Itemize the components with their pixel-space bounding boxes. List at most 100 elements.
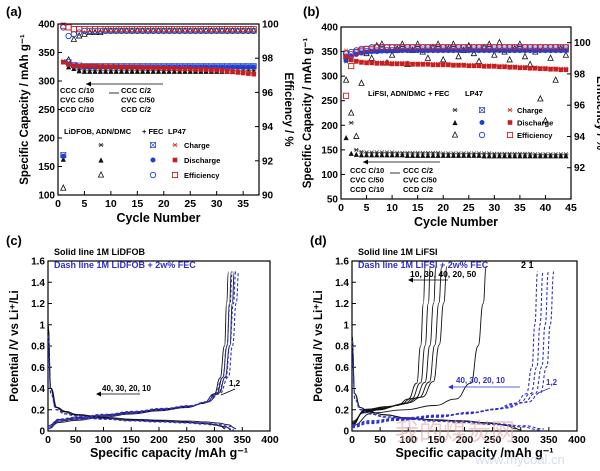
a-s2-point-21 [171, 26, 178, 34]
a-protocol-left-1: CVC C/50 [60, 96, 94, 105]
a-xtick-label-6: 30 [211, 198, 223, 210]
d-annotation-12: 1,2 [546, 378, 558, 387]
a-s2-point-35 [245, 26, 252, 34]
b-s1-point-18 [435, 152, 441, 158]
b-s1-point-2 [353, 151, 359, 157]
d-legend-dash: Dash line 1M LiFSI + 2w% FEC [358, 260, 489, 270]
b-legend-marker-2-1 [478, 131, 486, 139]
b-s6-point-0-d2 [344, 48, 349, 53]
a-s1-point-8 [103, 68, 109, 74]
a-s4-point-35 [245, 64, 251, 70]
b-xtick-label-7: 35 [514, 202, 526, 214]
a-s2-point-3 [75, 31, 83, 39]
b-s6-point-0 [343, 48, 349, 53]
b-s2-point-16 [424, 54, 432, 61]
b-legend-header-2: LP47 [465, 89, 483, 98]
b-legend-row-0: Charge [517, 106, 543, 115]
b-xtick-label-5: 25 [463, 202, 475, 214]
c-panel-label: (c) [6, 233, 22, 248]
b-y2tick-label-3: 98 [574, 69, 586, 80]
b-legend-marker-1-2 [507, 120, 513, 125]
d-ytick-label-0: 0 [343, 427, 349, 438]
b-s1-point-12 [404, 152, 411, 158]
c-annotation-12: 1,2 [229, 379, 241, 388]
c-xtick-label-8: 400 [261, 434, 279, 446]
b-s2-point-34 [516, 40, 524, 47]
d-annotation-solid-cycles: 10, 30, 40, 20, 50 [410, 269, 476, 279]
a-legend-marker-2-1 [149, 171, 157, 179]
a-s2-point-36 [250, 26, 257, 34]
a-s1-point-0 [60, 156, 66, 162]
b-y2label: Efficiency / % [594, 76, 600, 150]
panel-d: 0 50 100 150 200 250 300 350 400 0 0.2 0.4 0.6 0.8 1 1.… [310, 233, 586, 460]
b-s7-point-4 [364, 60, 369, 66]
b-series-7 [343, 54, 569, 73]
b-s2-point-35 [521, 52, 529, 60]
b-s7-point-36 [527, 65, 533, 71]
d-ytick-label-5: 1 [343, 320, 349, 331]
a-s7-point-7 [98, 64, 103, 70]
a-y2tick-label-1: 92 [262, 156, 274, 167]
b-s1-point-13 [409, 152, 416, 158]
a-s7-point-25 [193, 67, 198, 72]
a-y2label: Efficiency / % [282, 72, 294, 146]
d-series-1 [351, 265, 487, 427]
d-s1-curve-3 [351, 265, 443, 423]
panel-a: 0 5 10 15 20 25 30 35 100 150 200 250 300 350 400 90 92 9… [6, 4, 294, 225]
a-protocol-left-0: CCC C/10 [60, 86, 94, 95]
a-protocol-right-0: CCC C/2 [121, 86, 151, 95]
a-s2-point-9 [107, 26, 115, 34]
b-s1-point-30 [496, 153, 503, 159]
c-annotation-arrow-head [96, 391, 101, 397]
a-s2-point-29 [213, 26, 220, 34]
a-s7-point-32 [230, 69, 235, 75]
b-s7-point-25 [471, 63, 477, 69]
c-ytick-label-2: 0.4 [31, 384, 45, 395]
b-s2-point-11 [399, 40, 406, 47]
b-s2-point-22 [455, 52, 462, 60]
a-s7-point-31 [224, 69, 230, 74]
d-annotation-12-line [537, 387, 551, 394]
b-legend-marker-0-0 [452, 107, 458, 113]
a-xtick-label-4: 20 [158, 198, 170, 210]
b-s2-point-41 [552, 76, 559, 83]
a-s7-point-13 [129, 65, 135, 70]
a-protocol-arrow [86, 81, 91, 87]
a-xtick-label-3: 15 [131, 198, 143, 210]
a-s2-point-11 [118, 26, 125, 34]
d-ytick-label-2: 0.4 [335, 384, 349, 395]
b-legend-marker-0-2-d2 [507, 107, 513, 113]
a-s4-point-33 [235, 64, 241, 70]
d-annotation-solid-head [408, 277, 413, 283]
b-ylabel: Specific Capacity / mAh g⁻¹ [302, 38, 314, 189]
c-s2-curve-1 [47, 334, 238, 430]
a-s2-point-32 [229, 26, 236, 34]
b-xtick-label-9: 45 [565, 202, 577, 214]
a-s7-point-30 [219, 68, 225, 74]
a-s8-point-2 [70, 26, 77, 33]
b-s1-point-31 [501, 153, 508, 159]
b-s2-point-29 [491, 51, 498, 58]
a-s1-point-18 [155, 68, 162, 74]
b-s1-point-43 [563, 153, 569, 159]
a-s2-point-24 [186, 26, 194, 34]
b-protocol-left-1: CVC C/50 [350, 176, 384, 185]
b-s0-point-1 [348, 120, 354, 125]
c-xtick-label-4: 200 [150, 434, 168, 446]
b-s7-point-19 [440, 62, 446, 68]
a-s2-point-18 [155, 26, 162, 34]
c-plot-frame [47, 260, 271, 432]
a-s2-point-14 [134, 26, 141, 34]
b-s7-point-9 [389, 61, 395, 67]
d-ylabel: Potential /V vs Li⁺/Li [313, 290, 325, 402]
a-s2-point-26 [197, 26, 205, 34]
a-s1-point-15 [140, 68, 146, 74]
a-s7-point-6 [92, 63, 98, 69]
d-ytick-label-4: 0.8 [335, 342, 349, 353]
b-s7-point-13 [410, 62, 415, 67]
b-legend-marker-2-2 [506, 131, 514, 139]
c-xtick-label-1: 50 [70, 434, 82, 446]
c-series-1 [47, 271, 235, 430]
b-y2tick-label-0: 92 [574, 163, 586, 174]
b-s4-point-0 [343, 57, 349, 63]
